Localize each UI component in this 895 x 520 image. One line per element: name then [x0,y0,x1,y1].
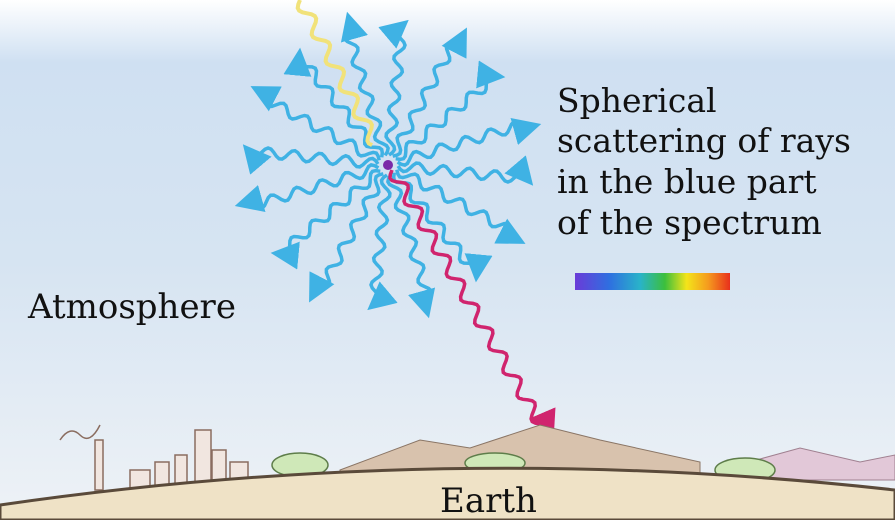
caption-line: of the spectrum [557,203,822,242]
scattered-ray [396,155,534,186]
scattered-ray [391,172,493,283]
scattered-ray [283,47,385,158]
scattered-ray [378,19,409,157]
caption-line: in the blue part [557,162,817,201]
scattered-ray [386,173,436,319]
atmosphere-label: Atmosphere [27,287,236,327]
caption-line: scattering of rays [557,121,851,160]
scattered-ray [250,86,381,161]
scattered-ray [270,168,381,270]
scattered-ray [242,144,380,175]
scattered-ray [367,173,398,311]
earth-label: Earth [440,481,537,520]
spectrum-bar [575,273,730,290]
scattered-ray [392,27,467,158]
scattered-ray [340,11,390,157]
scattered-ray [309,172,384,303]
earth-surface [0,466,895,520]
rays [234,0,556,439]
scattered-ray [234,163,380,213]
particle [383,160,393,170]
caption-line: Spherical [557,81,717,120]
transmitted-ray [388,169,556,439]
scattered-ray [395,169,526,244]
incoming-ray [295,0,374,147]
scattered-ray [395,60,506,162]
scattered-ray [396,117,542,167]
